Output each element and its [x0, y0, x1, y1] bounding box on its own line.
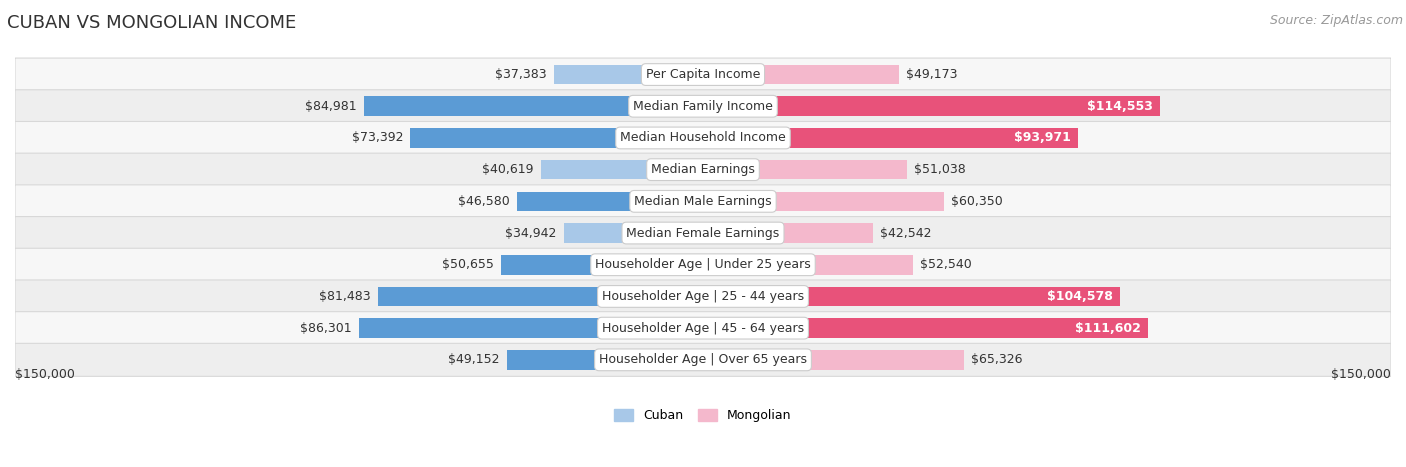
Bar — [517, 191, 703, 211]
Text: Householder Age | Under 25 years: Householder Age | Under 25 years — [595, 258, 811, 271]
Text: $49,173: $49,173 — [907, 68, 957, 81]
Text: Median Earnings: Median Earnings — [651, 163, 755, 176]
Bar — [703, 128, 1078, 148]
FancyBboxPatch shape — [15, 90, 1391, 123]
Text: Householder Age | 25 - 44 years: Householder Age | 25 - 44 years — [602, 290, 804, 303]
Text: Householder Age | Over 65 years: Householder Age | Over 65 years — [599, 354, 807, 366]
Bar — [564, 223, 703, 243]
FancyBboxPatch shape — [15, 217, 1391, 249]
FancyBboxPatch shape — [15, 58, 1391, 91]
Text: $49,152: $49,152 — [449, 354, 499, 366]
FancyBboxPatch shape — [15, 153, 1391, 186]
Text: $150,000: $150,000 — [15, 368, 75, 382]
Bar — [554, 65, 703, 85]
Text: $40,619: $40,619 — [482, 163, 534, 176]
FancyBboxPatch shape — [15, 311, 1391, 345]
Bar — [508, 350, 703, 370]
Bar — [411, 128, 703, 148]
Text: $114,553: $114,553 — [1087, 100, 1153, 113]
Bar — [541, 160, 703, 179]
Bar — [703, 191, 943, 211]
Text: Per Capita Income: Per Capita Income — [645, 68, 761, 81]
FancyBboxPatch shape — [15, 280, 1391, 313]
FancyBboxPatch shape — [15, 343, 1391, 376]
Text: $84,981: $84,981 — [305, 100, 357, 113]
Bar — [378, 287, 703, 306]
Text: Median Household Income: Median Household Income — [620, 131, 786, 144]
Text: $51,038: $51,038 — [914, 163, 966, 176]
Text: Source: ZipAtlas.com: Source: ZipAtlas.com — [1270, 14, 1403, 27]
Text: $65,326: $65,326 — [970, 354, 1022, 366]
Text: $60,350: $60,350 — [950, 195, 1002, 208]
Text: Householder Age | 45 - 64 years: Householder Age | 45 - 64 years — [602, 322, 804, 335]
Bar — [703, 287, 1121, 306]
Bar — [501, 255, 703, 275]
Text: Median Male Earnings: Median Male Earnings — [634, 195, 772, 208]
Text: $150,000: $150,000 — [1331, 368, 1391, 382]
Bar — [359, 318, 703, 338]
Text: $37,383: $37,383 — [495, 68, 547, 81]
Text: $50,655: $50,655 — [441, 258, 494, 271]
Text: $52,540: $52,540 — [920, 258, 972, 271]
Bar — [703, 318, 1149, 338]
Text: Median Female Earnings: Median Female Earnings — [627, 226, 779, 240]
Text: Median Family Income: Median Family Income — [633, 100, 773, 113]
Bar — [703, 350, 963, 370]
Text: $42,542: $42,542 — [880, 226, 931, 240]
Text: $46,580: $46,580 — [458, 195, 510, 208]
Text: $111,602: $111,602 — [1076, 322, 1140, 335]
Text: $73,392: $73,392 — [352, 131, 404, 144]
Bar — [703, 255, 912, 275]
Legend: Cuban, Mongolian: Cuban, Mongolian — [609, 403, 797, 429]
Text: $86,301: $86,301 — [299, 322, 352, 335]
Bar — [364, 96, 703, 116]
FancyBboxPatch shape — [15, 248, 1391, 281]
Text: $93,971: $93,971 — [1014, 131, 1070, 144]
Bar — [703, 96, 1160, 116]
Text: CUBAN VS MONGOLIAN INCOME: CUBAN VS MONGOLIAN INCOME — [7, 14, 297, 32]
FancyBboxPatch shape — [15, 121, 1391, 155]
FancyBboxPatch shape — [15, 185, 1391, 218]
Text: $34,942: $34,942 — [505, 226, 557, 240]
Text: $104,578: $104,578 — [1047, 290, 1114, 303]
Bar — [703, 223, 873, 243]
Text: $81,483: $81,483 — [319, 290, 371, 303]
Bar — [703, 160, 907, 179]
Bar — [703, 65, 898, 85]
